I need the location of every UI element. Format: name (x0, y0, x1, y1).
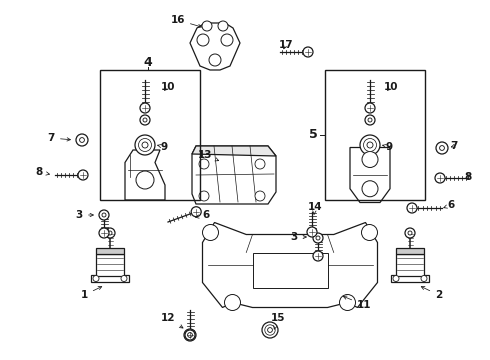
Text: 8: 8 (36, 167, 49, 177)
Text: 1: 1 (81, 287, 102, 300)
Circle shape (99, 228, 109, 238)
Text: 7: 7 (48, 133, 71, 143)
Circle shape (139, 139, 151, 152)
Circle shape (340, 294, 356, 310)
Polygon shape (202, 222, 377, 307)
Circle shape (360, 135, 380, 155)
Circle shape (184, 329, 196, 341)
Text: 5: 5 (309, 129, 318, 141)
Circle shape (255, 159, 265, 169)
Circle shape (108, 231, 112, 235)
Circle shape (362, 152, 378, 167)
Circle shape (362, 225, 377, 240)
Circle shape (136, 171, 154, 189)
Text: 12: 12 (161, 313, 183, 328)
Circle shape (209, 54, 221, 66)
Circle shape (142, 142, 148, 148)
Text: 3: 3 (291, 232, 306, 242)
Circle shape (99, 210, 109, 220)
Circle shape (313, 233, 323, 243)
Circle shape (105, 228, 115, 238)
Circle shape (93, 275, 99, 282)
Bar (100, 70, 200, 200)
Bar (96, 254, 124, 276)
Circle shape (140, 103, 150, 113)
Circle shape (262, 322, 278, 338)
Polygon shape (192, 146, 276, 156)
Text: 17: 17 (278, 40, 293, 50)
Text: 2: 2 (421, 287, 442, 300)
Circle shape (255, 191, 265, 201)
Circle shape (143, 118, 147, 122)
Circle shape (365, 103, 375, 113)
Circle shape (199, 191, 209, 201)
Circle shape (268, 328, 272, 332)
Circle shape (393, 275, 399, 282)
Polygon shape (192, 146, 276, 204)
Text: 14: 14 (307, 202, 322, 215)
Circle shape (405, 228, 415, 238)
Circle shape (185, 330, 195, 340)
Text: 10: 10 (161, 82, 175, 92)
Text: 3: 3 (76, 210, 94, 220)
Circle shape (191, 207, 201, 217)
Circle shape (265, 325, 275, 335)
Text: 6: 6 (196, 210, 210, 220)
Bar (91, 275, 129, 282)
Text: 4: 4 (144, 57, 152, 69)
Text: 9: 9 (383, 142, 393, 152)
Circle shape (79, 138, 84, 143)
Circle shape (102, 213, 106, 217)
Circle shape (421, 275, 427, 282)
Polygon shape (350, 148, 390, 202)
Circle shape (140, 115, 150, 125)
Circle shape (224, 294, 241, 310)
Circle shape (313, 251, 323, 261)
Circle shape (197, 34, 209, 46)
Circle shape (307, 227, 317, 237)
Circle shape (78, 170, 88, 180)
Bar (252, 252, 327, 288)
Circle shape (316, 236, 320, 240)
Circle shape (218, 21, 228, 31)
Circle shape (188, 333, 193, 337)
Circle shape (202, 21, 212, 31)
Circle shape (436, 142, 448, 154)
Circle shape (367, 142, 373, 148)
Circle shape (121, 275, 127, 282)
Circle shape (303, 47, 313, 57)
Bar (396, 254, 424, 276)
Text: 11: 11 (343, 296, 371, 310)
Circle shape (365, 115, 375, 125)
Circle shape (76, 134, 88, 146)
Circle shape (221, 34, 233, 46)
Circle shape (435, 173, 445, 183)
Text: 9: 9 (158, 142, 168, 152)
Polygon shape (190, 23, 240, 70)
Circle shape (364, 139, 376, 152)
Circle shape (440, 145, 444, 150)
Text: 13: 13 (197, 150, 219, 161)
Text: 8: 8 (465, 172, 472, 182)
Circle shape (135, 135, 155, 155)
Bar (391, 275, 429, 282)
Text: 10: 10 (384, 82, 398, 92)
Circle shape (407, 203, 417, 213)
Polygon shape (125, 150, 165, 200)
Circle shape (202, 225, 219, 240)
Bar (396, 248, 424, 254)
Circle shape (368, 118, 372, 122)
Text: 16: 16 (171, 15, 201, 28)
Bar (96, 248, 124, 254)
Text: 15: 15 (270, 313, 285, 329)
Text: 7: 7 (451, 141, 458, 151)
Text: 6: 6 (444, 200, 455, 210)
Bar (325, 70, 425, 200)
Circle shape (408, 231, 412, 235)
Circle shape (199, 159, 209, 169)
Circle shape (362, 181, 378, 197)
